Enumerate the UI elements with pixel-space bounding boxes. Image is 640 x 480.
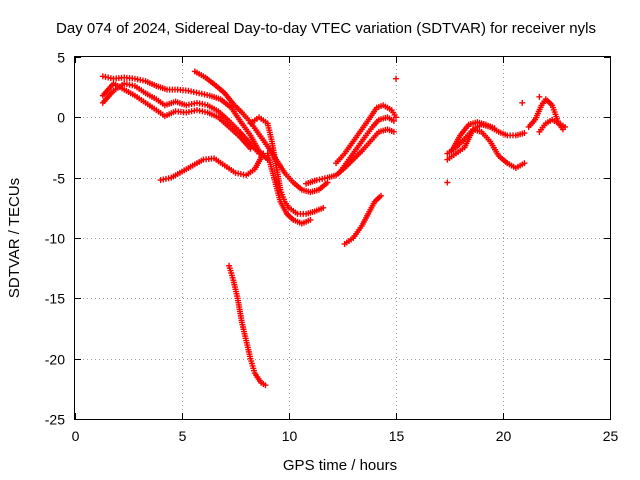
data-points [99,68,569,389]
x-tick-label: 15 [389,428,405,444]
data-point [247,145,254,152]
y-axis-label: SDTVAR / TECUs [6,178,23,298]
data-point [320,204,327,211]
data-point [536,93,543,100]
y-tick-label: -15 [45,291,65,307]
data-point [562,123,569,130]
data-point [262,382,269,389]
y-tick-label: 0 [57,110,65,126]
y-tick-label: -25 [45,412,65,428]
x-tick-label: 5 [179,428,187,444]
data-point [519,99,526,106]
x-axis-label: GPS time / hours [283,457,397,474]
data-point [521,160,528,167]
y-tick-label: -20 [45,352,65,368]
data-point [491,125,498,132]
data-point [378,192,385,199]
data-point [393,75,399,82]
data-point [390,117,397,124]
data-point [260,150,267,157]
x-tick-label: 25 [603,428,619,444]
data-point [393,114,399,121]
y-tick-label: 5 [57,50,65,66]
data-point [444,179,451,186]
chart-title: Day 074 of 2024, Sidereal Day-to-day VTE… [56,20,596,37]
axis-ticks: 0 5 10 15 20 25 5 0 -5 -10 -15 -20 -25 [45,50,619,445]
y-tick-label: -10 [45,231,65,247]
x-tick-label: 20 [496,428,512,444]
grid [75,57,610,419]
data-point [390,128,397,135]
x-tick-label: 0 [72,428,80,444]
y-tick-label: -5 [53,171,66,187]
data-point [521,130,528,137]
x-tick-label: 10 [282,428,298,444]
data-point [307,216,314,223]
plot-frame [74,56,611,420]
